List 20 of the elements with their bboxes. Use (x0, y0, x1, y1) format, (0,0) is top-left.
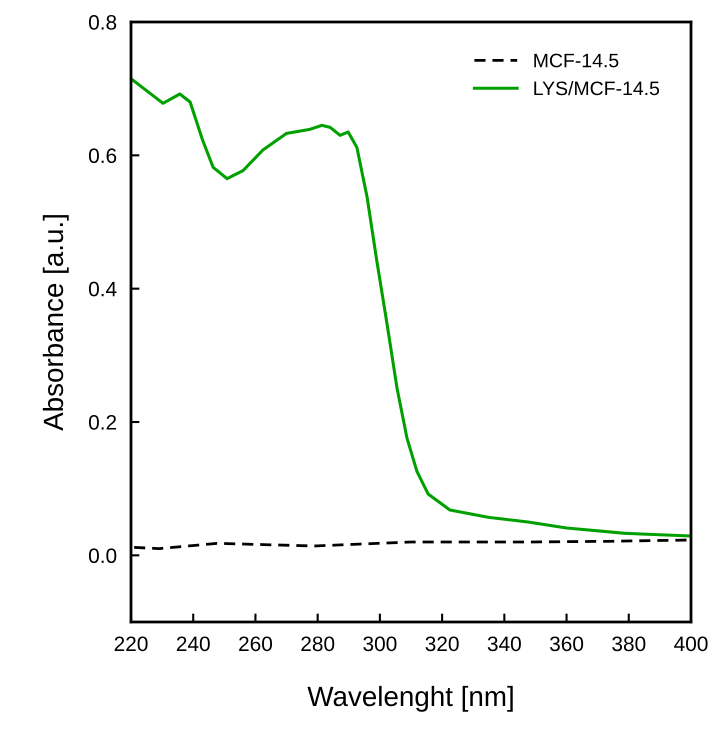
x-tick-label: 360 (550, 636, 584, 652)
legend-label: LYS/MCF-14.5 (534, 80, 660, 96)
y-tick-label: 0.6 (88, 148, 116, 164)
x-axis-title: Wavelenght [nm] (307, 686, 513, 712)
y-tick-label: 0.8 (88, 15, 116, 30)
x-tick-label: 340 (488, 636, 521, 652)
x-tick-label: 400 (674, 636, 708, 652)
x-tick-label: 280 (301, 636, 334, 652)
x-tick-label: 240 (176, 636, 210, 652)
x-tick-label: 260 (239, 636, 272, 652)
line-series (131, 77, 691, 538)
x-tick-label: 220 (114, 636, 148, 652)
x-tick-label: 300 (363, 636, 396, 652)
legend-label: MCF-14.5 (534, 54, 618, 68)
x-tick-label: 320 (426, 636, 459, 652)
y-tick-label: 0.4 (88, 282, 117, 296)
y-tick-label: 0.2 (88, 415, 116, 430)
y-tick-label: 0.0 (88, 548, 116, 564)
y-axis-title: Absorbance [a.u.] (42, 215, 69, 431)
x-tick-label: 380 (612, 636, 646, 652)
